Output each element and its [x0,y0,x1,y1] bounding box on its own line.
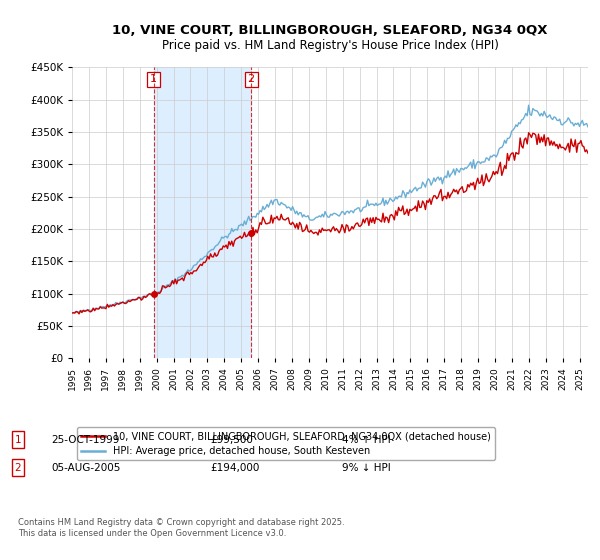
Text: Price paid vs. HM Land Registry's House Price Index (HPI): Price paid vs. HM Land Registry's House … [161,39,499,53]
Text: £99,500: £99,500 [210,435,253,445]
Bar [154,67,251,358]
Text: 2: 2 [14,463,22,473]
Text: 2: 2 [248,74,255,85]
Text: 05-AUG-2005: 05-AUG-2005 [51,463,121,473]
Text: 25-OCT-1999: 25-OCT-1999 [51,435,119,445]
Text: 10, VINE COURT, BILLINGBOROUGH, SLEAFORD, NG34 0QX: 10, VINE COURT, BILLINGBOROUGH, SLEAFORD… [112,24,548,38]
Text: £194,000: £194,000 [210,463,259,473]
Text: 9% ↓ HPI: 9% ↓ HPI [342,463,391,473]
Legend: 10, VINE COURT, BILLINGBOROUGH, SLEAFORD, NG34 0QX (detached house), HPI: Averag: 10, VINE COURT, BILLINGBOROUGH, SLEAFORD… [77,427,494,460]
Text: Contains HM Land Registry data © Crown copyright and database right 2025.
This d: Contains HM Land Registry data © Crown c… [18,518,344,538]
Text: 1: 1 [14,435,22,445]
Text: 1: 1 [150,74,157,85]
Text: 4% ↑ HPI: 4% ↑ HPI [342,435,391,445]
